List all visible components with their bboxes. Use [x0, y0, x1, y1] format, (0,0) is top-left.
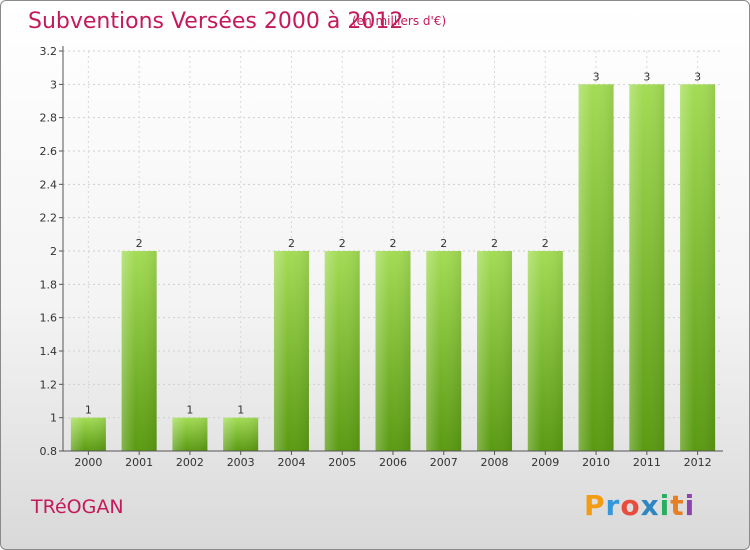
x-tick-label: 2004: [277, 456, 305, 469]
x-tick-label: 2000: [74, 456, 102, 469]
bar-shade: [578, 84, 614, 451]
bar-value-label: 3: [643, 70, 650, 83]
label-layer: 1 2000 2 2001 1 2002 1 2003 2 2004 2 2005 2 2006 2 2007…: [74, 70, 711, 469]
bar-shade: [324, 251, 360, 451]
x-tick-label: 2011: [633, 456, 661, 469]
bar-value-label: 1: [186, 404, 193, 417]
x-tick-label: 2002: [176, 456, 204, 469]
logo-letter: P: [584, 489, 606, 522]
y-tick-label: 0.8: [40, 445, 58, 458]
x-tick-label: 2009: [531, 456, 559, 469]
logo-letter: r: [605, 489, 621, 522]
bar-shade: [121, 251, 157, 451]
chart-title: Subventions Versées 2000 à 2012: [28, 9, 404, 34]
y-tick-label: 2: [50, 245, 57, 258]
axis-layer: 0.8 1 1.2 1.4 1.6 1.8 2 2.2 2.4 2.6 2.8 3 3.2: [40, 45, 723, 458]
x-tick-label: 2007: [430, 456, 458, 469]
bar-shade: [375, 251, 411, 451]
y-tick-label: 1: [50, 412, 57, 425]
bar-shade: [477, 251, 513, 451]
proxiti-logo: Proxiti: [584, 489, 695, 522]
x-tick-label: 2003: [227, 456, 255, 469]
bar-value-label: 3: [694, 70, 701, 83]
x-tick-label: 2006: [379, 456, 407, 469]
logo-letter: o: [620, 489, 641, 522]
bar-value-label: 1: [237, 404, 244, 417]
y-tick-label: 1.6: [40, 312, 58, 325]
bar-shade: [426, 251, 462, 451]
bar-value-label: 1: [85, 404, 92, 417]
bar-shade: [223, 417, 259, 451]
x-tick-label: 2008: [481, 456, 509, 469]
bar-shade: [70, 417, 106, 451]
y-tick-label: 2.8: [40, 112, 58, 125]
y-tick-label: 2.2: [40, 212, 58, 225]
bar-value-label: 2: [491, 237, 498, 250]
bar-value-label: 2: [440, 237, 447, 250]
logo-letter: x: [640, 489, 660, 522]
bar-shade: [527, 251, 563, 451]
x-tick-label: 2010: [582, 456, 610, 469]
bar-value-label: 2: [542, 237, 549, 250]
bar-value-label: 2: [288, 237, 295, 250]
x-tick-label: 2005: [328, 456, 356, 469]
y-tick-label: 3: [50, 78, 57, 91]
x-tick-label: 2012: [684, 456, 712, 469]
bar-value-label: 2: [136, 237, 143, 250]
logo-letter: t: [670, 489, 685, 522]
chart-subtitle: (en milliers d'€): [352, 14, 447, 28]
y-tick-label: 1.4: [40, 345, 58, 358]
y-tick-label: 3.2: [40, 45, 58, 58]
bar-layer: [70, 84, 716, 451]
x-tick-label: 2001: [125, 456, 153, 469]
bar-shade: [172, 417, 208, 451]
y-tick-label: 1.8: [40, 278, 58, 291]
logo-letter: i: [684, 489, 696, 522]
town-name: TRéOGAN: [31, 496, 124, 518]
logo-letter: i: [659, 489, 671, 522]
bar-value-label: 3: [593, 70, 600, 83]
y-tick-label: 2.4: [40, 178, 58, 191]
bar-value-label: 2: [390, 237, 397, 250]
y-tick-label: 2.6: [40, 145, 58, 158]
bar-shade: [629, 84, 665, 451]
bar-shade: [680, 84, 716, 451]
bar-shade: [273, 251, 309, 451]
bar-value-label: 2: [339, 237, 346, 250]
y-tick-label: 1.2: [40, 378, 58, 391]
